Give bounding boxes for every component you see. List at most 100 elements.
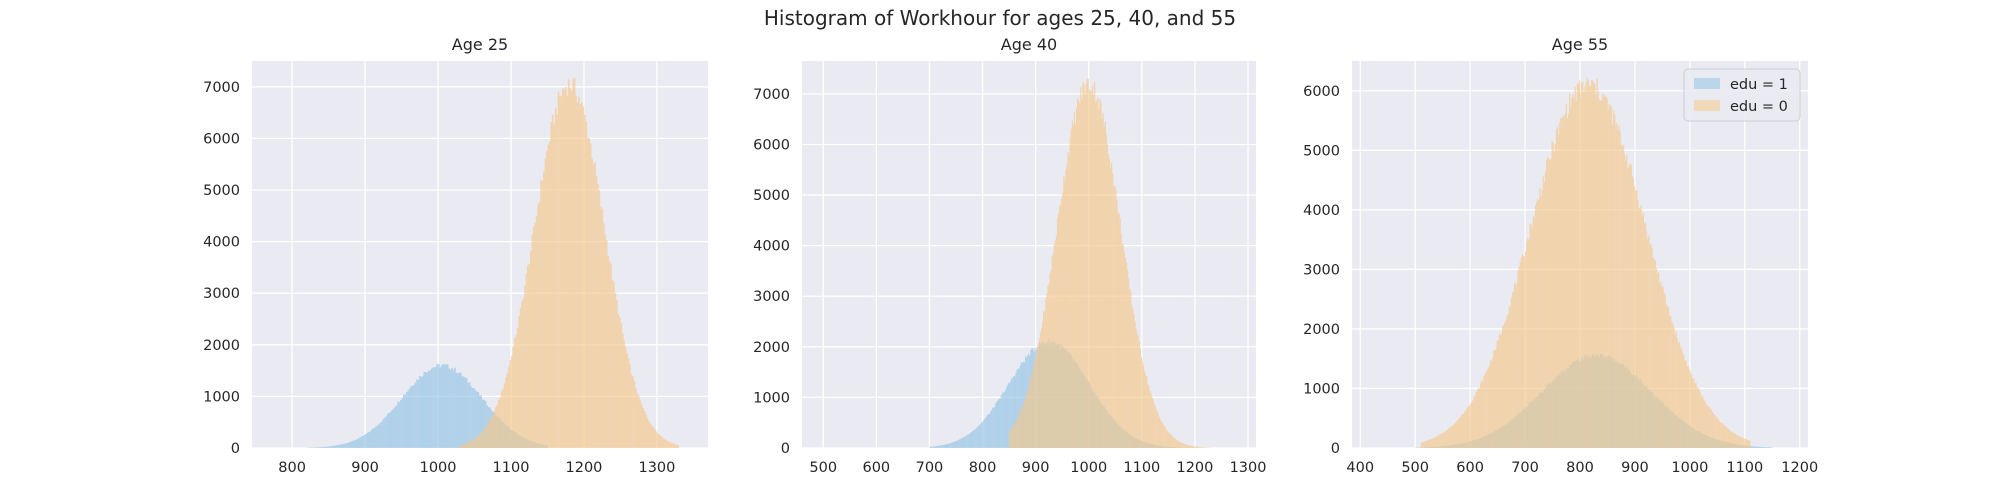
histogram-bar — [630, 374, 633, 448]
histogram-bar — [1723, 425, 1726, 448]
histogram-bar — [478, 395, 481, 448]
histogram-bar — [1016, 369, 1018, 448]
histogram-bar — [654, 429, 656, 448]
histogram-bar — [1010, 429, 1012, 448]
histogram-bar — [1079, 103, 1081, 449]
histogram-bar — [477, 392, 480, 448]
histogram-bar — [1115, 189, 1117, 448]
histogram-bar — [1014, 423, 1016, 448]
histogram-bar — [500, 390, 503, 448]
histogram-bar — [373, 427, 376, 448]
histogram-bar — [366, 432, 369, 448]
histogram-bar — [505, 377, 507, 448]
histogram-bar — [508, 366, 510, 448]
histogram-bar — [319, 447, 322, 448]
histogram-bar — [1430, 438, 1432, 448]
histogram-bar — [1727, 428, 1729, 448]
histogram-bar — [672, 443, 675, 448]
histogram-bar — [1654, 260, 1657, 448]
histogram-bar — [1149, 390, 1151, 448]
histogram-bar — [347, 442, 350, 448]
histogram-bar — [363, 434, 366, 448]
histogram-bar — [1643, 223, 1646, 448]
histogram-bar — [477, 435, 480, 448]
histogram-bar — [375, 426, 377, 448]
histogram-bar — [979, 424, 981, 448]
histogram-bar — [318, 447, 321, 448]
histogram-bar — [1427, 440, 1429, 448]
histogram-bar — [962, 437, 964, 448]
histogram-bar — [427, 370, 430, 448]
histogram-bar — [1675, 331, 1677, 448]
histogram-bar — [1661, 287, 1663, 448]
histogram-bar — [585, 121, 588, 448]
histogram-bar — [432, 367, 434, 448]
histogram-bar — [954, 441, 957, 448]
histogram-bar — [942, 444, 944, 448]
histogram-bar — [350, 441, 353, 448]
histogram-bar — [1125, 262, 1128, 448]
histogram-bar — [559, 96, 561, 449]
histogram-bar — [1566, 117, 1569, 448]
histogram-bar — [661, 437, 663, 448]
histogram-bar — [1506, 316, 1508, 448]
histogram-bar — [1018, 414, 1020, 448]
histogram-bar — [372, 428, 375, 448]
histogram-bar — [1522, 255, 1525, 448]
histogram-bar — [1048, 283, 1050, 448]
histogram-bar — [1050, 270, 1052, 448]
x-tick-label: 600 — [862, 460, 890, 476]
histogram-bar — [451, 368, 453, 448]
histogram-bar — [670, 442, 672, 448]
histogram-bar — [1451, 425, 1453, 448]
histogram-bar — [594, 161, 596, 449]
histogram-bar — [1592, 80, 1594, 448]
histogram-bar — [1559, 122, 1561, 448]
histogram-bar — [624, 346, 627, 448]
histogram-bar — [492, 415, 494, 448]
histogram-bar — [1420, 442, 1422, 448]
histogram-bar — [332, 445, 335, 448]
histogram-bar — [1482, 381, 1484, 448]
x-tick-label: 500 — [809, 460, 837, 476]
histogram-bar — [1013, 425, 1015, 448]
histogram-bar — [1526, 240, 1528, 448]
histogram-bar — [1114, 185, 1116, 448]
y-tick-label: 2000 — [1303, 322, 1340, 338]
histogram-bar — [1555, 129, 1558, 448]
histogram-bar — [649, 423, 652, 448]
histogram-bar — [532, 226, 535, 448]
histogram-bar — [983, 419, 985, 448]
histogram-bar — [1461, 414, 1463, 448]
histogram-bar — [1423, 441, 1426, 448]
histogram-bar — [1703, 399, 1705, 448]
histogram-bar — [1574, 86, 1576, 448]
histogram-bar — [989, 411, 992, 448]
histogram-bar — [1553, 151, 1555, 449]
histogram-bar — [974, 429, 976, 448]
histogram-bar — [1082, 82, 1084, 448]
histogram-bar — [1014, 376, 1016, 448]
legend-label: edu = 1 — [1730, 77, 1788, 93]
histogram-bar — [316, 447, 319, 448]
histogram-bar — [1192, 446, 1195, 448]
histogram-bar — [1466, 407, 1469, 448]
histogram-bar — [1489, 360, 1492, 448]
histogram-bar — [588, 138, 591, 448]
histogram-bar — [503, 383, 506, 448]
histogram-bar — [613, 281, 615, 448]
histogram-bar — [1126, 269, 1129, 448]
histogram-bar — [1719, 421, 1721, 448]
histogram-bar — [1452, 424, 1454, 448]
histogram-bar — [1167, 431, 1169, 448]
histogram-bar — [462, 444, 465, 448]
histogram-bar — [467, 382, 469, 448]
histogram-bar — [1763, 447, 1765, 448]
histogram-bar — [931, 446, 933, 448]
x-tick-label: 700 — [1511, 460, 1539, 476]
histogram-bar — [518, 316, 520, 448]
histogram-bar — [1517, 270, 1519, 448]
histogram-bar — [1170, 435, 1172, 448]
histogram-bar — [1184, 444, 1186, 448]
histogram-bar — [1688, 369, 1691, 448]
